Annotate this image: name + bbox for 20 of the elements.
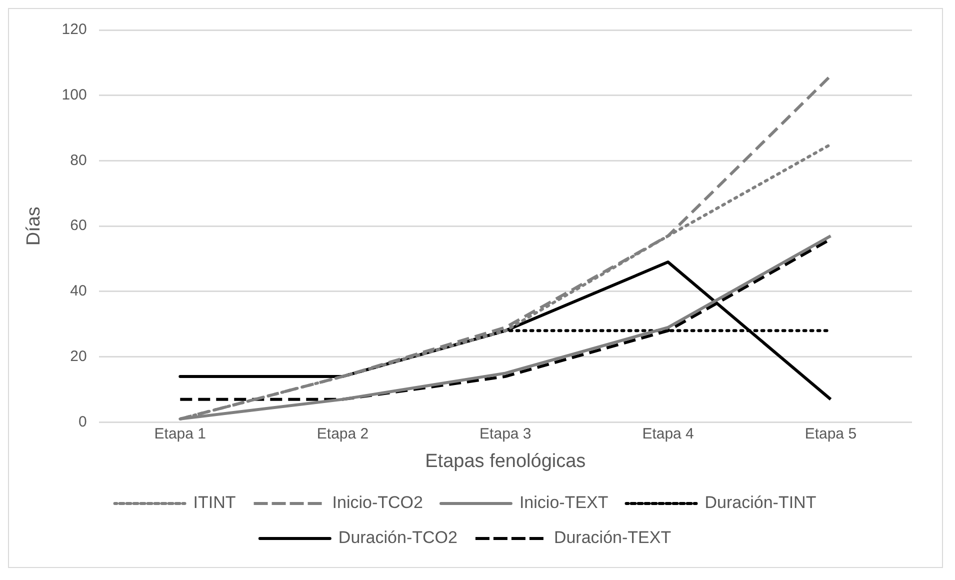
y-tick-label: 60 xyxy=(70,217,87,234)
y-tick-label: 80 xyxy=(70,152,87,169)
x-axis-title: Etapas fenológicas xyxy=(425,450,586,472)
legend-label: Duración-TINT xyxy=(704,493,816,512)
x-tick-label: Etapa 3 xyxy=(480,425,532,442)
legend-label: Duración-TCO2 xyxy=(338,528,458,548)
y-tick-label: 120 xyxy=(62,21,87,38)
x-tick-label: Etapa 2 xyxy=(316,425,369,442)
x-tick-label: Etapa 4 xyxy=(642,425,694,442)
legend-label: Duración-TEXT xyxy=(554,528,672,548)
y-axis-title: Días xyxy=(24,206,45,246)
y-tick-label: 40 xyxy=(70,282,87,300)
x-tick-label: Etapa 1 xyxy=(154,425,206,442)
x-tick-label: Etapa 5 xyxy=(804,425,857,442)
y-tick-label: 100 xyxy=(62,86,87,104)
legend-label: Inicio-TEXT xyxy=(519,493,608,512)
legend-label: Inicio-TCO2 xyxy=(332,493,423,512)
y-tick-label: 0 xyxy=(78,413,87,430)
y-tick-label: 20 xyxy=(70,348,87,365)
legend-label: ITINT xyxy=(193,493,236,512)
